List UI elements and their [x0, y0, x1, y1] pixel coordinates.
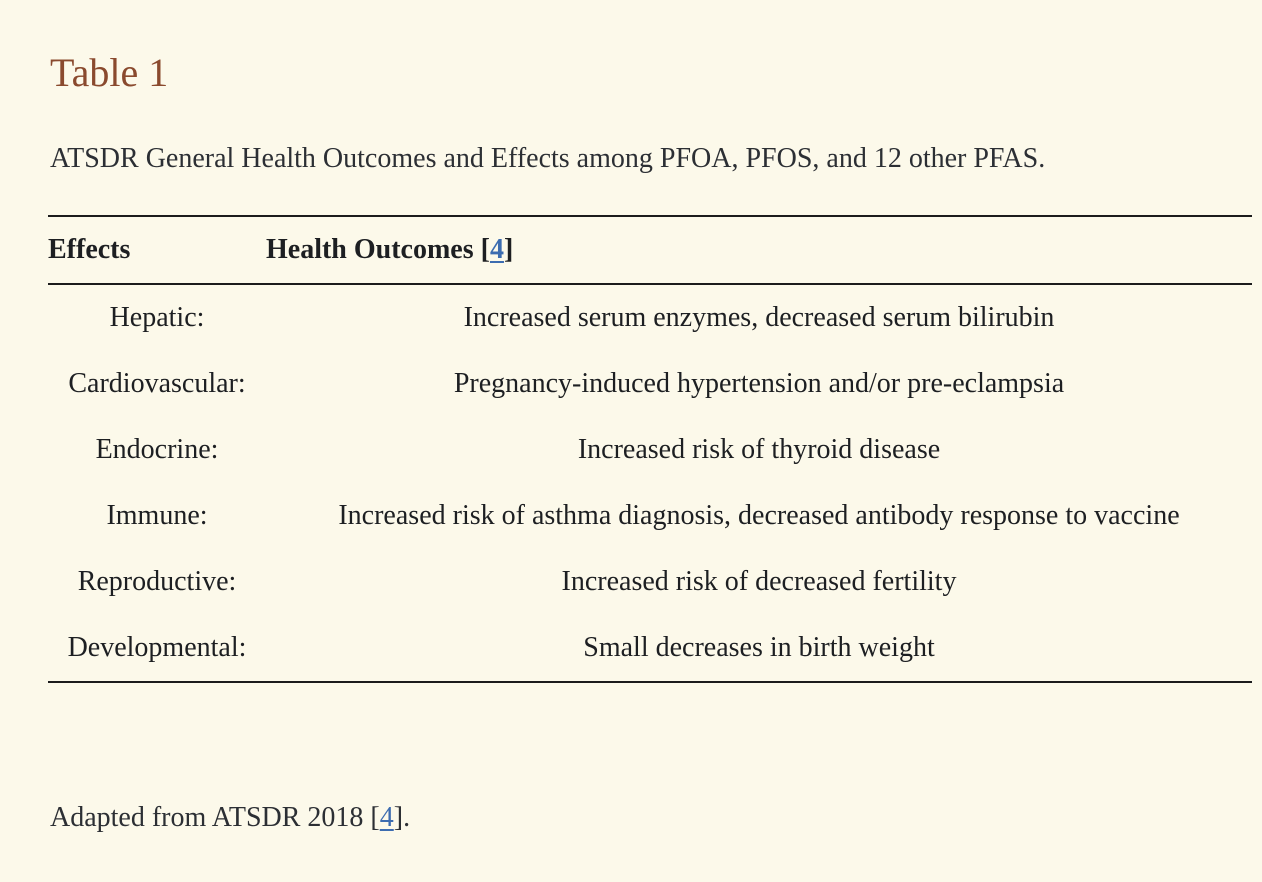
effect-cell: Immune:: [106, 500, 208, 531]
table-row: Cardiovascular: Pregnancy-induced hypert…: [48, 351, 1252, 417]
header-outcomes-text: Health Outcomes [: [266, 234, 490, 265]
table-caption: ATSDR General Health Outcomes and Effect…: [50, 143, 1046, 174]
header-outcomes-bracket: ]: [503, 234, 514, 265]
table-row: Immune: Increased risk of asthma diagnos…: [48, 483, 1252, 549]
article-table-section: Table 1 ATSDR General Health Outcomes an…: [48, 50, 1252, 834]
reference-link-4[interactable]: 4: [379, 802, 394, 833]
column-header-health-outcomes: Health Outcomes [4]: [266, 216, 1252, 285]
table-body: Hepatic: Increased serum enzymes, decrea…: [48, 284, 1252, 682]
footnote-text: Adapted from ATSDR 2018 [: [50, 802, 380, 833]
table-footnote: Adapted from ATSDR 2018 [4].: [50, 801, 1252, 834]
effect-cell: Developmental:: [67, 632, 247, 663]
outcome-cell: Increased risk of asthma diagnosis, decr…: [338, 500, 1180, 531]
table-row: Hepatic: Increased serum enzymes, decrea…: [48, 284, 1252, 351]
table-row: Endocrine: Increased risk of thyroid dis…: [48, 417, 1252, 483]
effect-cell: Reproductive:: [77, 566, 237, 597]
table-row: Developmental: Small decreases in birth …: [48, 615, 1252, 682]
reference-link-4[interactable]: 4: [489, 234, 504, 265]
outcome-cell: Increased risk of thyroid disease: [577, 434, 941, 465]
table-row: Reproductive: Increased risk of decrease…: [48, 549, 1252, 615]
effect-cell: Hepatic:: [109, 302, 205, 333]
outcome-cell: Pregnancy-induced hypertension and/or pr…: [453, 368, 1065, 399]
column-header-effects: Effects: [48, 216, 266, 285]
effect-cell: Cardiovascular:: [68, 368, 246, 399]
footnote-bracket: ].: [393, 802, 411, 833]
table-header: Effects Health Outcomes [4]: [48, 216, 1252, 285]
header-row: Effects Health Outcomes [4]: [48, 216, 1252, 285]
table-label: Table 1: [50, 50, 169, 95]
health-outcomes-table: Effects Health Outcomes [4] Hepatic: Inc…: [48, 215, 1252, 683]
outcome-cell: Increased risk of decreased fertility: [561, 566, 957, 597]
effect-cell: Endocrine:: [95, 434, 219, 465]
outcome-cell: Small decreases in birth weight: [583, 632, 935, 663]
outcome-cell: Increased serum enzymes, decreased serum…: [463, 302, 1055, 333]
